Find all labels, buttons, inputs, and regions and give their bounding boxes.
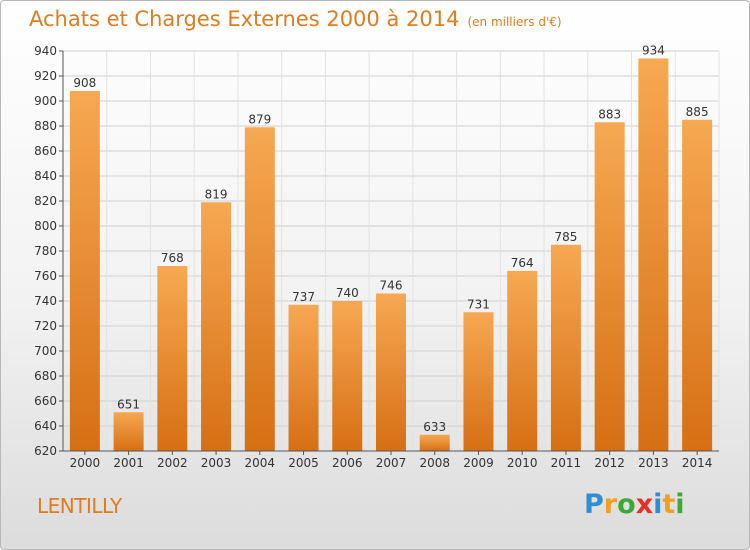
logo-letter: i — [653, 489, 663, 520]
y-tick-label: 840 — [34, 169, 57, 183]
data-label: 746 — [380, 279, 403, 293]
data-label: 737 — [292, 290, 315, 304]
y-tick-label: 620 — [34, 444, 57, 458]
y-tick-label: 640 — [34, 419, 57, 433]
y-tick-label: 820 — [34, 194, 57, 208]
bar-2005 — [288, 304, 319, 451]
bar-2012 — [594, 122, 625, 451]
bar-2011 — [550, 244, 581, 451]
x-tick-label: 2000 — [70, 456, 101, 470]
bar-2000 — [69, 91, 100, 451]
bar-2014 — [682, 119, 713, 451]
y-tick-label: 700 — [34, 344, 57, 358]
location-name: LENTILLY — [37, 494, 122, 518]
x-tick-label: 2009 — [463, 456, 494, 470]
data-label: 885 — [686, 105, 709, 119]
x-tick-label: 2011 — [551, 456, 582, 470]
data-label: 879 — [248, 112, 271, 126]
data-label: 740 — [336, 286, 359, 300]
x-tick-label: 2013 — [638, 456, 669, 470]
axes: 620 640 660 680 700 720 740 760 780 800 820 840 860 8… — [34, 44, 719, 470]
bar-2013 — [638, 58, 669, 451]
chart-title-text: Achats et Charges Externes 2000 à 2014 — [29, 7, 460, 31]
bar-2003 — [201, 202, 232, 451]
y-tick-label: 660 — [34, 394, 57, 408]
x-tick-label: 2002 — [157, 456, 188, 470]
y-tick-label: 900 — [34, 94, 57, 108]
y-tick-label: 800 — [34, 219, 57, 233]
data-label: 883 — [598, 107, 621, 121]
data-label: 785 — [554, 230, 577, 244]
data-label: 633 — [423, 420, 446, 434]
bar-2002 — [157, 266, 188, 451]
y-tick-label: 740 — [34, 294, 57, 308]
bar-2006 — [332, 301, 363, 451]
data-label: 768 — [161, 251, 184, 265]
chart-subtitle: (en milliers d'€) — [467, 15, 562, 29]
y-tick-label: 920 — [34, 69, 57, 83]
bar-2004 — [244, 127, 275, 451]
x-tick-label: 2012 — [594, 456, 625, 470]
y-tick-label: 780 — [34, 244, 57, 258]
logo-letter: r — [603, 489, 618, 520]
data-label: 908 — [73, 76, 96, 90]
y-tick-label: 680 — [34, 369, 57, 383]
bar-2001 — [113, 412, 144, 451]
x-tick-label: 2007 — [376, 456, 407, 470]
data-label: 764 — [511, 256, 534, 270]
logo-letter: t — [662, 489, 676, 520]
x-tick-label: 2001 — [113, 456, 144, 470]
x-tick-label: 2005 — [288, 456, 319, 470]
logo-letter: P — [584, 489, 604, 520]
x-tick-label: 2014 — [682, 456, 713, 470]
logo-letter: x — [635, 489, 654, 520]
y-tick-label: 760 — [34, 269, 57, 283]
x-tick-label: 2006 — [332, 456, 363, 470]
y-tick-label: 720 — [34, 319, 57, 333]
logo-letter: o — [617, 489, 636, 520]
bars: 908 651 768 819 879 737 740 746 633 731 764 785 883 9… — [69, 44, 713, 451]
data-label: 819 — [205, 187, 228, 201]
data-label: 934 — [642, 44, 665, 58]
x-tick-label: 2003 — [201, 456, 232, 470]
chart-title: Achats et Charges Externes 2000 à 2014 (e… — [29, 7, 562, 31]
bar-2007 — [376, 293, 406, 451]
y-tick-label: 880 — [34, 119, 57, 133]
y-tick-label: 940 — [34, 44, 57, 58]
data-label: 651 — [117, 397, 140, 411]
x-tick-label: 2008 — [419, 456, 450, 470]
x-tick-label: 2010 — [507, 456, 538, 470]
bar-2008 — [419, 434, 450, 451]
x-tick-label: 2004 — [245, 456, 276, 470]
y-tick-label: 860 — [34, 144, 57, 158]
data-label: 731 — [467, 297, 490, 311]
bar-2009 — [463, 312, 494, 451]
bar-2010 — [507, 271, 538, 451]
logo-letter: i — [675, 489, 685, 520]
proxiti-logo[interactable]: Proxiti — [584, 489, 685, 520]
